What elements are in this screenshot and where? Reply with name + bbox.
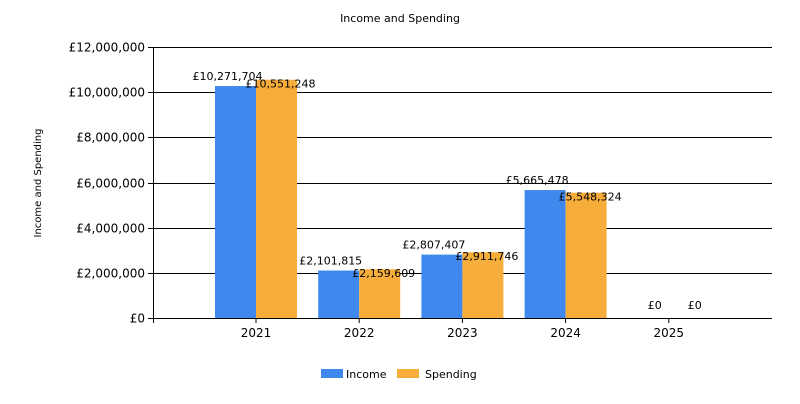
data-label-income: £2,101,815: [299, 255, 362, 268]
data-label-spending: £5,548,324: [559, 191, 622, 204]
data-labels: £10,271,704£10,551,248 £2,101,815£2,159,6…: [193, 70, 702, 312]
bar-income: [421, 254, 463, 318]
y-tick-label: £8,000,000: [76, 131, 145, 145]
data-label-spending: £2,911,746: [455, 250, 518, 263]
bar-spending: [359, 269, 401, 318]
data-label-income: £0: [648, 299, 662, 312]
x-tick-label: 2024: [550, 326, 581, 340]
x-tick-label: 2022: [344, 326, 375, 340]
x-tick-label: 2021: [241, 326, 272, 340]
legend-swatch-spending: [397, 369, 419, 378]
y-tick-label: £4,000,000: [76, 222, 145, 236]
bar-income: [524, 190, 566, 318]
legend-label-income: Income: [346, 368, 387, 381]
bar-spending: [462, 252, 504, 318]
data-label-income: £5,665,478: [506, 174, 569, 187]
data-label-spending: £10,551,248: [246, 78, 316, 91]
bar-spending: [565, 192, 607, 318]
y-tick-label: £12,000,000: [69, 41, 145, 55]
y-tick-label: £2,000,000: [76, 267, 145, 281]
data-label-spending: £2,159,609: [352, 267, 415, 280]
data-label-income: £10,271,704: [193, 70, 263, 83]
y-tick-label: £6,000,000: [76, 177, 145, 191]
y-tick-label: £10,000,000: [69, 86, 145, 100]
bar-income: [215, 86, 256, 318]
y-axis-title: Income and Spending: [33, 129, 44, 238]
bar-income: [318, 270, 360, 318]
bars: [215, 79, 607, 318]
data-label-spending: £0: [688, 299, 702, 312]
y-tick-label: £0: [130, 312, 145, 326]
bar-spending: [256, 79, 297, 318]
axes: £0 £2,000,000 £4,000,000 £6,000,000 £8,000,0…: [69, 41, 772, 340]
legend-swatch-income: [321, 369, 343, 378]
x-tick-label: 2023: [447, 326, 478, 340]
legend-label-spending: Spending: [425, 368, 477, 381]
x-tick-label: 2025: [654, 326, 685, 340]
data-label-income: £2,807,407: [402, 239, 465, 252]
chart-title: Income and Spending: [340, 12, 460, 25]
legend: Income Spending: [321, 368, 477, 381]
